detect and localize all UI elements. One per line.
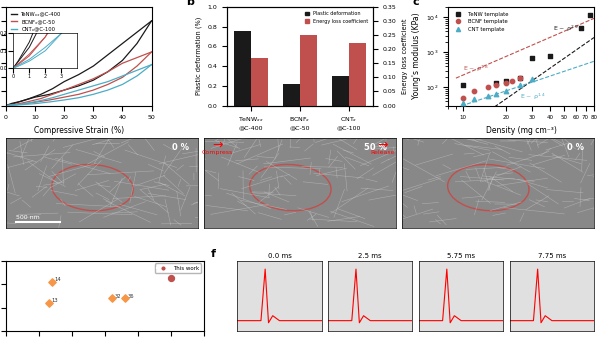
Legend: TeNW template, BCNF template, CNT template: TeNW template, BCNF template, CNT templa… [451, 9, 511, 34]
Title: 2.5 ms: 2.5 ms [358, 253, 382, 259]
Text: Release: Release [370, 150, 394, 155]
X-axis label: Compressive Strain (%): Compressive Strain (%) [34, 126, 124, 135]
Point [491, 91, 501, 97]
Text: b: b [187, 0, 194, 7]
Legend: Plastic deformation, Energy loss coefficient: Plastic deformation, Energy loss coeffic… [304, 9, 370, 25]
Text: →: → [212, 139, 223, 152]
Point [576, 25, 586, 30]
Point [107, 296, 116, 301]
Bar [349, 44, 366, 105]
Title: 5.75 ms: 5.75 ms [447, 253, 475, 259]
Bar [332, 76, 349, 105]
Point [469, 88, 479, 93]
Title: 7.75 ms: 7.75 ms [538, 253, 566, 259]
Title: 0.0 ms: 0.0 ms [268, 253, 292, 259]
Text: 0 %: 0 % [172, 143, 188, 152]
Bar [234, 31, 251, 105]
Legend: This work: This work [155, 263, 202, 273]
Point [502, 78, 511, 84]
Bar [251, 57, 268, 105]
Legend: TeNWₓₓ@C-400, BCNFₓ@C-50, CNTₓ@C-100: TeNWₓₓ@C-400, BCNFₓ@C-50, CNTₓ@C-100 [8, 9, 64, 34]
Y-axis label: Energy loss coefficient: Energy loss coefficient [402, 19, 408, 94]
Point [502, 81, 511, 86]
Point [527, 76, 537, 82]
Point [484, 94, 493, 99]
Text: 32: 32 [115, 294, 121, 299]
Point [515, 76, 525, 81]
Y-axis label: Young's modulus (KPa): Young's modulus (KPa) [412, 13, 421, 99]
Point [491, 81, 501, 86]
Point [508, 78, 517, 84]
Point [458, 82, 467, 87]
Text: 50 %: 50 % [364, 143, 386, 152]
Text: Compress: Compress [202, 150, 233, 155]
X-axis label: Density (mg cm⁻³): Density (mg cm⁻³) [486, 126, 557, 135]
Point [491, 82, 501, 87]
Point [527, 55, 537, 61]
Text: →: → [377, 139, 388, 152]
Point [484, 84, 493, 90]
Text: 14: 14 [55, 277, 62, 282]
Bar [300, 35, 317, 105]
Y-axis label: Plastic deformation (%): Plastic deformation (%) [196, 17, 202, 95]
Point [47, 279, 57, 285]
Point [515, 82, 525, 87]
Point [502, 88, 511, 93]
Bar [283, 84, 300, 105]
Text: E ~ ρ$^{1.8}$: E ~ ρ$^{1.8}$ [463, 64, 488, 74]
Text: 36: 36 [128, 294, 134, 299]
Text: f: f [211, 249, 215, 259]
Text: E ~ ρ$^{2.9}$: E ~ ρ$^{2.9}$ [553, 24, 579, 34]
Point [458, 101, 467, 106]
Text: c: c [412, 0, 419, 7]
Point [458, 95, 467, 100]
Point [585, 12, 595, 17]
Point [515, 76, 525, 81]
Text: 0 %: 0 % [568, 143, 584, 152]
Point [545, 53, 555, 58]
Text: 13: 13 [52, 298, 58, 304]
Text: E ~ ρ$^{1.4}$: E ~ ρ$^{1.4}$ [520, 91, 547, 102]
Point [44, 300, 54, 306]
Point [120, 296, 130, 301]
Point [166, 275, 176, 281]
Text: 500 nm: 500 nm [16, 215, 40, 220]
Point [469, 97, 479, 102]
